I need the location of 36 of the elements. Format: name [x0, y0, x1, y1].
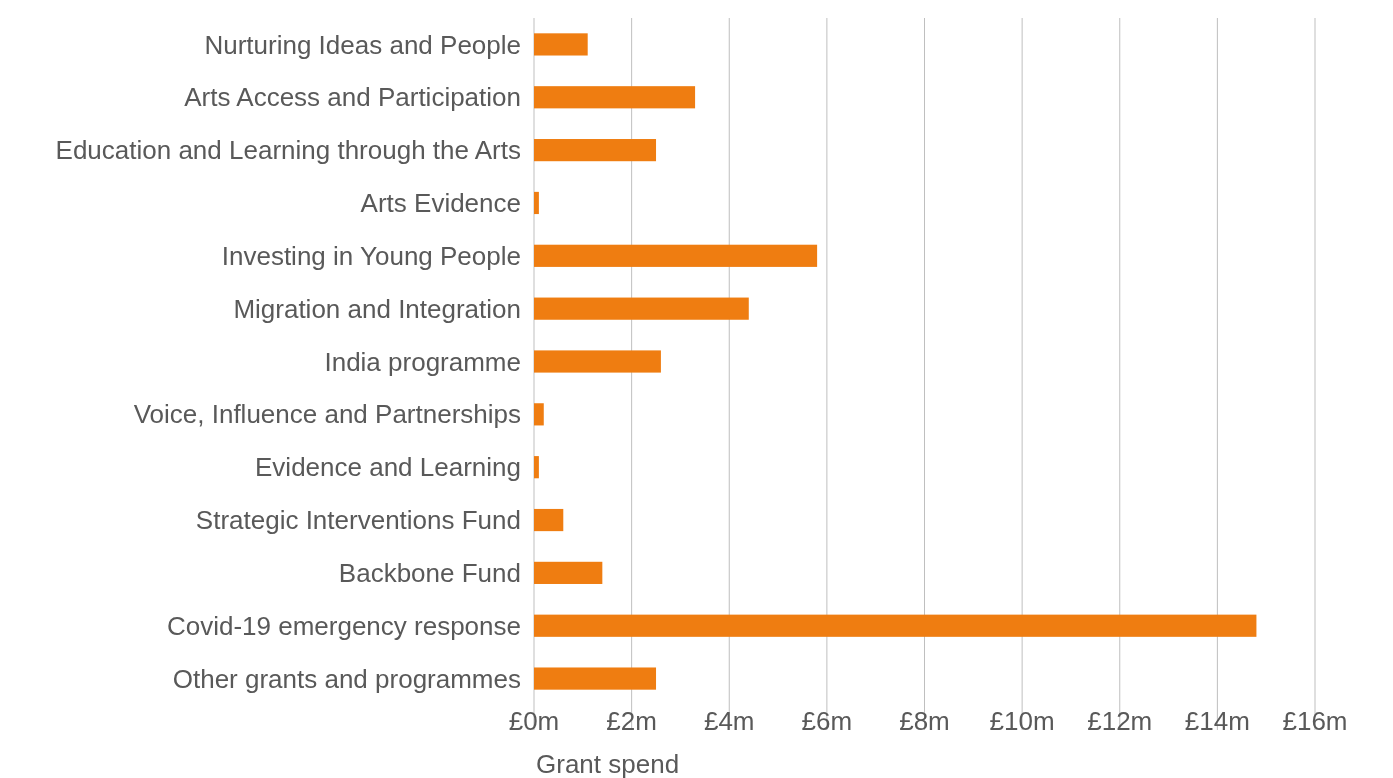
x-tick-label: £14m — [1184, 706, 1250, 736]
y-tick-label: Strategic Interventions Fund — [195, 505, 521, 536]
y-tick-label: Arts Access and Participation — [184, 82, 521, 113]
bar — [534, 667, 657, 690]
x-tick-label: £8m — [899, 706, 950, 736]
x-tick-label: £2m — [606, 706, 657, 736]
y-tick-label: Backbone Fund — [338, 557, 521, 588]
y-tick-label: Evidence and Learning — [255, 452, 521, 483]
y-tick-label: India programme — [324, 346, 521, 377]
bar — [534, 86, 696, 109]
bar — [534, 456, 539, 479]
y-tick-label: Other grants and programmes — [172, 663, 521, 694]
x-tick-label: £4m — [703, 706, 755, 736]
bar — [534, 508, 564, 532]
y-tick-label: Investing in Young People — [221, 240, 521, 271]
x-tick-label: £16m — [1282, 706, 1348, 736]
x-tick-label: £0m — [508, 706, 560, 736]
y-tick-label: Arts Evidence — [360, 188, 521, 219]
bar — [534, 33, 588, 56]
bar — [534, 403, 544, 426]
bar — [534, 297, 749, 320]
bar — [534, 191, 539, 215]
bar — [534, 244, 818, 267]
x-tick-label: £12m — [1087, 706, 1153, 736]
bar — [534, 561, 603, 584]
y-tick-label: Migration and Integration — [233, 293, 521, 324]
y-tick-label: Nurturing Ideas and People — [204, 29, 521, 60]
y-tick-label: Education and Learning through the Arts — [55, 135, 521, 166]
y-tick-label: Covid-19 emergency response — [166, 610, 521, 641]
bar — [534, 614, 1257, 637]
x-tick-label: £10m — [989, 706, 1055, 736]
y-tick-label: Voice, Influence and Partnerships — [133, 399, 521, 430]
bar — [534, 139, 657, 162]
x-tick-label: £6m — [801, 706, 853, 736]
x-axis-title: Grant spend — [536, 749, 680, 778]
bar — [534, 350, 661, 373]
